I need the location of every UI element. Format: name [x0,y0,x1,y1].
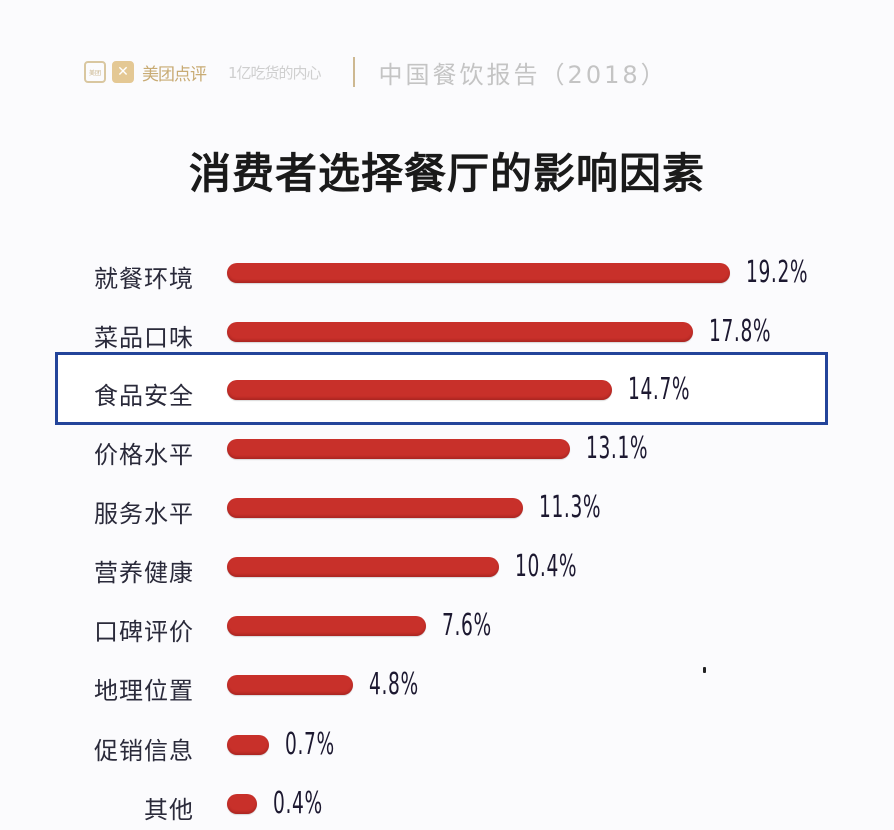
category-label: 口碑评价 [94,618,194,646]
chart-title: 消费者选择餐厅的影响因素 [188,149,705,198]
meituan-logo-icon: 美团 [84,61,106,83]
value-label: 0.4% [273,786,323,821]
value-label: 11.3% [539,490,602,525]
value-label: 10.4% [515,549,578,584]
value-label: 14.7% [628,372,691,407]
value-label: 17.8% [709,314,772,349]
bar [227,794,257,814]
category-label: 其他 [144,796,194,824]
report-header: 美团 ✕ 美团点评 1亿吃货的内心 中国餐饮报告（2018） [84,55,668,89]
bar-row: 就餐环境 19.2% [0,253,894,293]
bar [227,439,571,459]
bar [227,498,524,518]
bar-row: 价格水平 13.1% [0,429,894,469]
bar [227,557,500,577]
highlight-box [55,352,828,425]
category-label: 服务水平 [94,500,194,528]
category-label: 营养健康 [94,559,194,587]
dianping-logo-icon: ✕ [112,61,134,83]
category-label: 食品安全 [94,382,194,410]
header-divider [352,57,355,87]
category-label: 地理位置 [94,677,194,705]
stray-mark [703,667,706,673]
value-label: 4.8% [368,667,419,702]
bar [227,380,613,400]
bar-row: 营养健康 10.4% [0,547,894,587]
bar [227,675,353,695]
category-label: 就餐环境 [94,265,194,293]
value-label: 7.6% [442,608,492,643]
bar-row: 促销信息 0.7% [0,725,894,765]
value-label: 13.1% [586,431,649,466]
bar-row: 食品安全 14.7% [0,370,894,410]
value-label: 19.2% [746,255,809,290]
brand-name: 美团点评 [142,64,207,85]
bar-row: 口碑评价 7.6% [0,606,894,646]
bar-row: 服务水平 11.3% [0,488,894,528]
category-label: 价格水平 [94,441,194,469]
report-name: 中国餐饮报告（2018） [378,60,668,89]
bar [227,735,269,755]
bar-row: 其他 0.4% [0,784,894,824]
tagline: 1亿吃货的内心 [228,63,322,82]
bar-row: 菜品口味 17.8% [0,312,894,352]
category-label: 促销信息 [94,737,194,765]
value-label: 0.7% [285,727,335,762]
category-label: 菜品口味 [94,324,194,352]
bar-row: 地理位置 4.8% [0,665,894,705]
bar [227,263,730,283]
bar [227,322,694,342]
bar [227,616,427,636]
